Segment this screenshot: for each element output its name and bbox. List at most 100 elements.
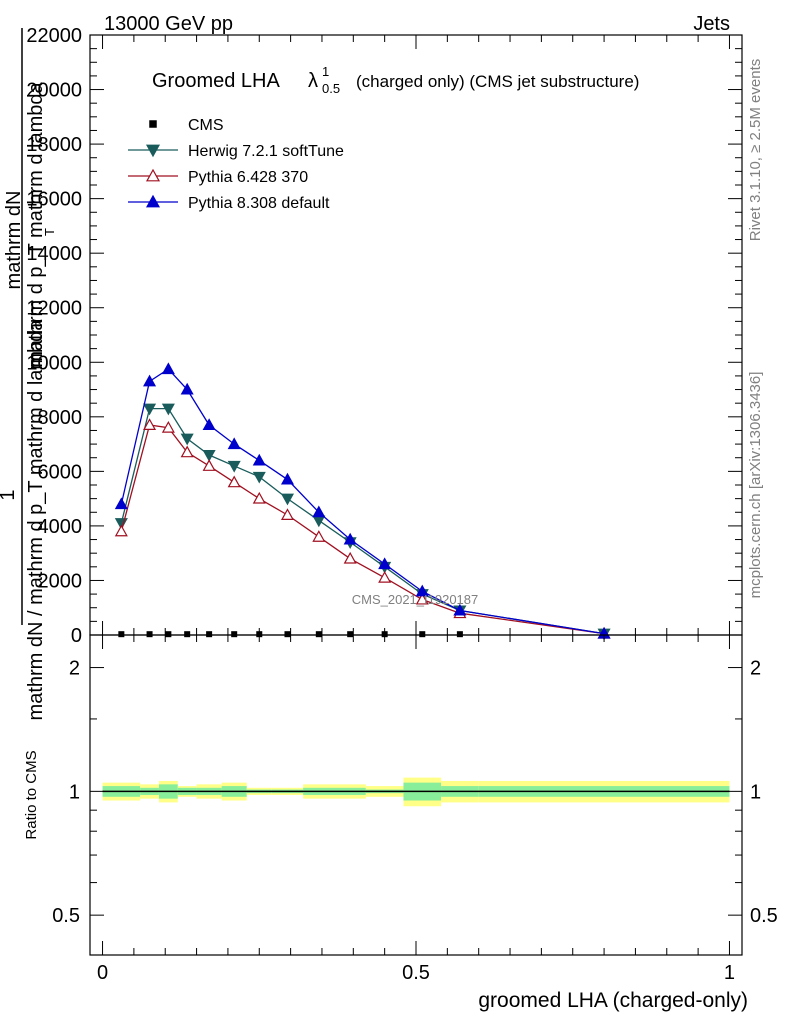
series-line	[120, 407, 605, 635]
point-marker	[252, 491, 266, 504]
legend-label: CMS	[188, 117, 224, 134]
point-marker	[280, 493, 295, 506]
point-marker	[161, 362, 175, 375]
ylabel-bottom: mathrm dN / mathrm d p_T mathrm d lambda	[25, 319, 47, 721]
x-axis-label: groomed LHA (charged-only)	[478, 989, 748, 1012]
ylabel-pt-sub: T	[42, 228, 57, 236]
y-tick-label: 4000	[38, 516, 83, 538]
ratio-y-ticks: 0.5 0.5 1 1 2 2	[52, 658, 778, 928]
point-marker	[343, 551, 357, 564]
point-marker	[180, 433, 194, 446]
point-marker	[227, 475, 241, 488]
legend-label: Herwig 7.2.1 softTune	[188, 143, 344, 160]
y-tick-label: 0	[71, 625, 82, 647]
y-tick-label: 2000	[38, 570, 83, 592]
x-tick-label: 0	[97, 962, 108, 984]
point-marker	[315, 631, 322, 638]
point-marker	[312, 505, 326, 518]
point-marker	[114, 524, 128, 537]
ratio-y-label: Ratio to CMS	[23, 750, 40, 839]
point-marker	[280, 472, 295, 485]
y-tick-label: 14000	[26, 243, 82, 265]
point-marker	[143, 418, 157, 430]
ratio-y-tick-label: 1	[69, 781, 80, 803]
point-marker	[227, 437, 241, 450]
ratio-y-tick-label-right: 0.5	[750, 905, 778, 927]
point-marker	[312, 515, 326, 528]
point-marker	[206, 631, 213, 638]
point-marker	[145, 168, 161, 182]
point-marker	[143, 374, 157, 387]
point-marker	[145, 194, 161, 208]
ratio-y-tick-label: 0.5	[52, 905, 80, 927]
point-marker	[231, 631, 238, 638]
point-marker	[161, 403, 175, 416]
point-marker	[419, 631, 426, 638]
point-marker	[284, 631, 291, 638]
point-marker	[161, 420, 175, 433]
legend-entry: Pythia 6.428 370	[128, 168, 308, 186]
y-tick-label: 8000	[38, 407, 83, 429]
title-main: Groomed LHA	[152, 70, 280, 92]
point-marker	[415, 592, 429, 605]
point-marker	[143, 403, 157, 416]
title-sub: 0.5	[322, 81, 340, 96]
point-marker	[378, 557, 392, 570]
series-pythia-8-308-default	[114, 362, 611, 639]
point-marker	[202, 418, 216, 430]
series-pythia-6-428-370	[114, 418, 611, 639]
point-marker	[415, 584, 429, 597]
x-tick-label: 0.5	[402, 962, 430, 984]
point-marker	[280, 508, 295, 521]
ratio-y-tick-label: 2	[69, 658, 80, 680]
y-tick-label: 16000	[26, 189, 82, 211]
point-marker	[146, 631, 153, 638]
series-cms	[118, 631, 608, 638]
title-sup: 1	[322, 64, 329, 79]
title-lambda: λ	[308, 70, 318, 92]
header-right: Jets	[693, 13, 730, 35]
y-tick-label: 6000	[38, 461, 83, 483]
point-marker	[202, 450, 216, 462]
point-marker	[118, 631, 125, 638]
header-left: 13000 GeV pp	[104, 13, 233, 35]
y-tick-label: 22000	[26, 25, 82, 47]
point-marker	[165, 631, 172, 638]
y-tick-label: 18000	[26, 134, 82, 156]
point-marker	[180, 445, 194, 458]
point-marker	[252, 453, 266, 466]
point-marker	[453, 603, 467, 616]
point-marker	[202, 459, 216, 471]
ratio-x-ticks: 0 0.5 1	[97, 635, 735, 984]
rivet-label: Rivet 3.1.10, ≥ 2.5M events	[747, 59, 764, 242]
y-tick-label: 12000	[26, 298, 82, 320]
legend-label: Pythia 6.428 370	[188, 169, 308, 186]
point-marker	[149, 120, 157, 128]
point-marker	[184, 631, 191, 638]
main-y-ticks: 0 2000 4000 6000 8000 10000 12000 14000 16000 180…	[26, 25, 742, 647]
point-marker	[180, 382, 194, 395]
point-marker	[145, 144, 161, 158]
title-rest: (charged only) (CMS jet substructure)	[356, 72, 639, 91]
mcplots-label: mcplots.cern.ch [arXiv:1306.3436]	[747, 372, 764, 599]
legend-label: Pythia 8.308 default	[188, 195, 330, 212]
point-marker	[343, 532, 357, 545]
ylabel-top: mathrm dN	[3, 191, 25, 290]
x-tick-label: 1	[724, 962, 735, 984]
point-marker	[347, 631, 354, 638]
main-y-label: mathrm dN mathrm d p_T mathrm d lambda T…	[0, 28, 57, 720]
legend-entry: Herwig 7.2.1 softTune	[128, 143, 344, 160]
point-marker	[381, 631, 388, 638]
watermark: CMS_2021_I1920187	[352, 592, 479, 607]
ylabel-top2: mathrm d p_T mathrm d lambda	[25, 81, 47, 367]
ylabel-one: 1	[0, 489, 19, 500]
y-tick-label: 20000	[26, 80, 82, 102]
point-marker	[312, 530, 326, 542]
main-series	[114, 362, 611, 641]
point-marker	[456, 631, 463, 638]
point-marker	[256, 631, 263, 638]
point-marker	[252, 471, 266, 484]
point-marker	[114, 497, 128, 510]
plot-title: Groomed LHA λ 1 0.5 (charged only) (CMS …	[152, 64, 639, 96]
